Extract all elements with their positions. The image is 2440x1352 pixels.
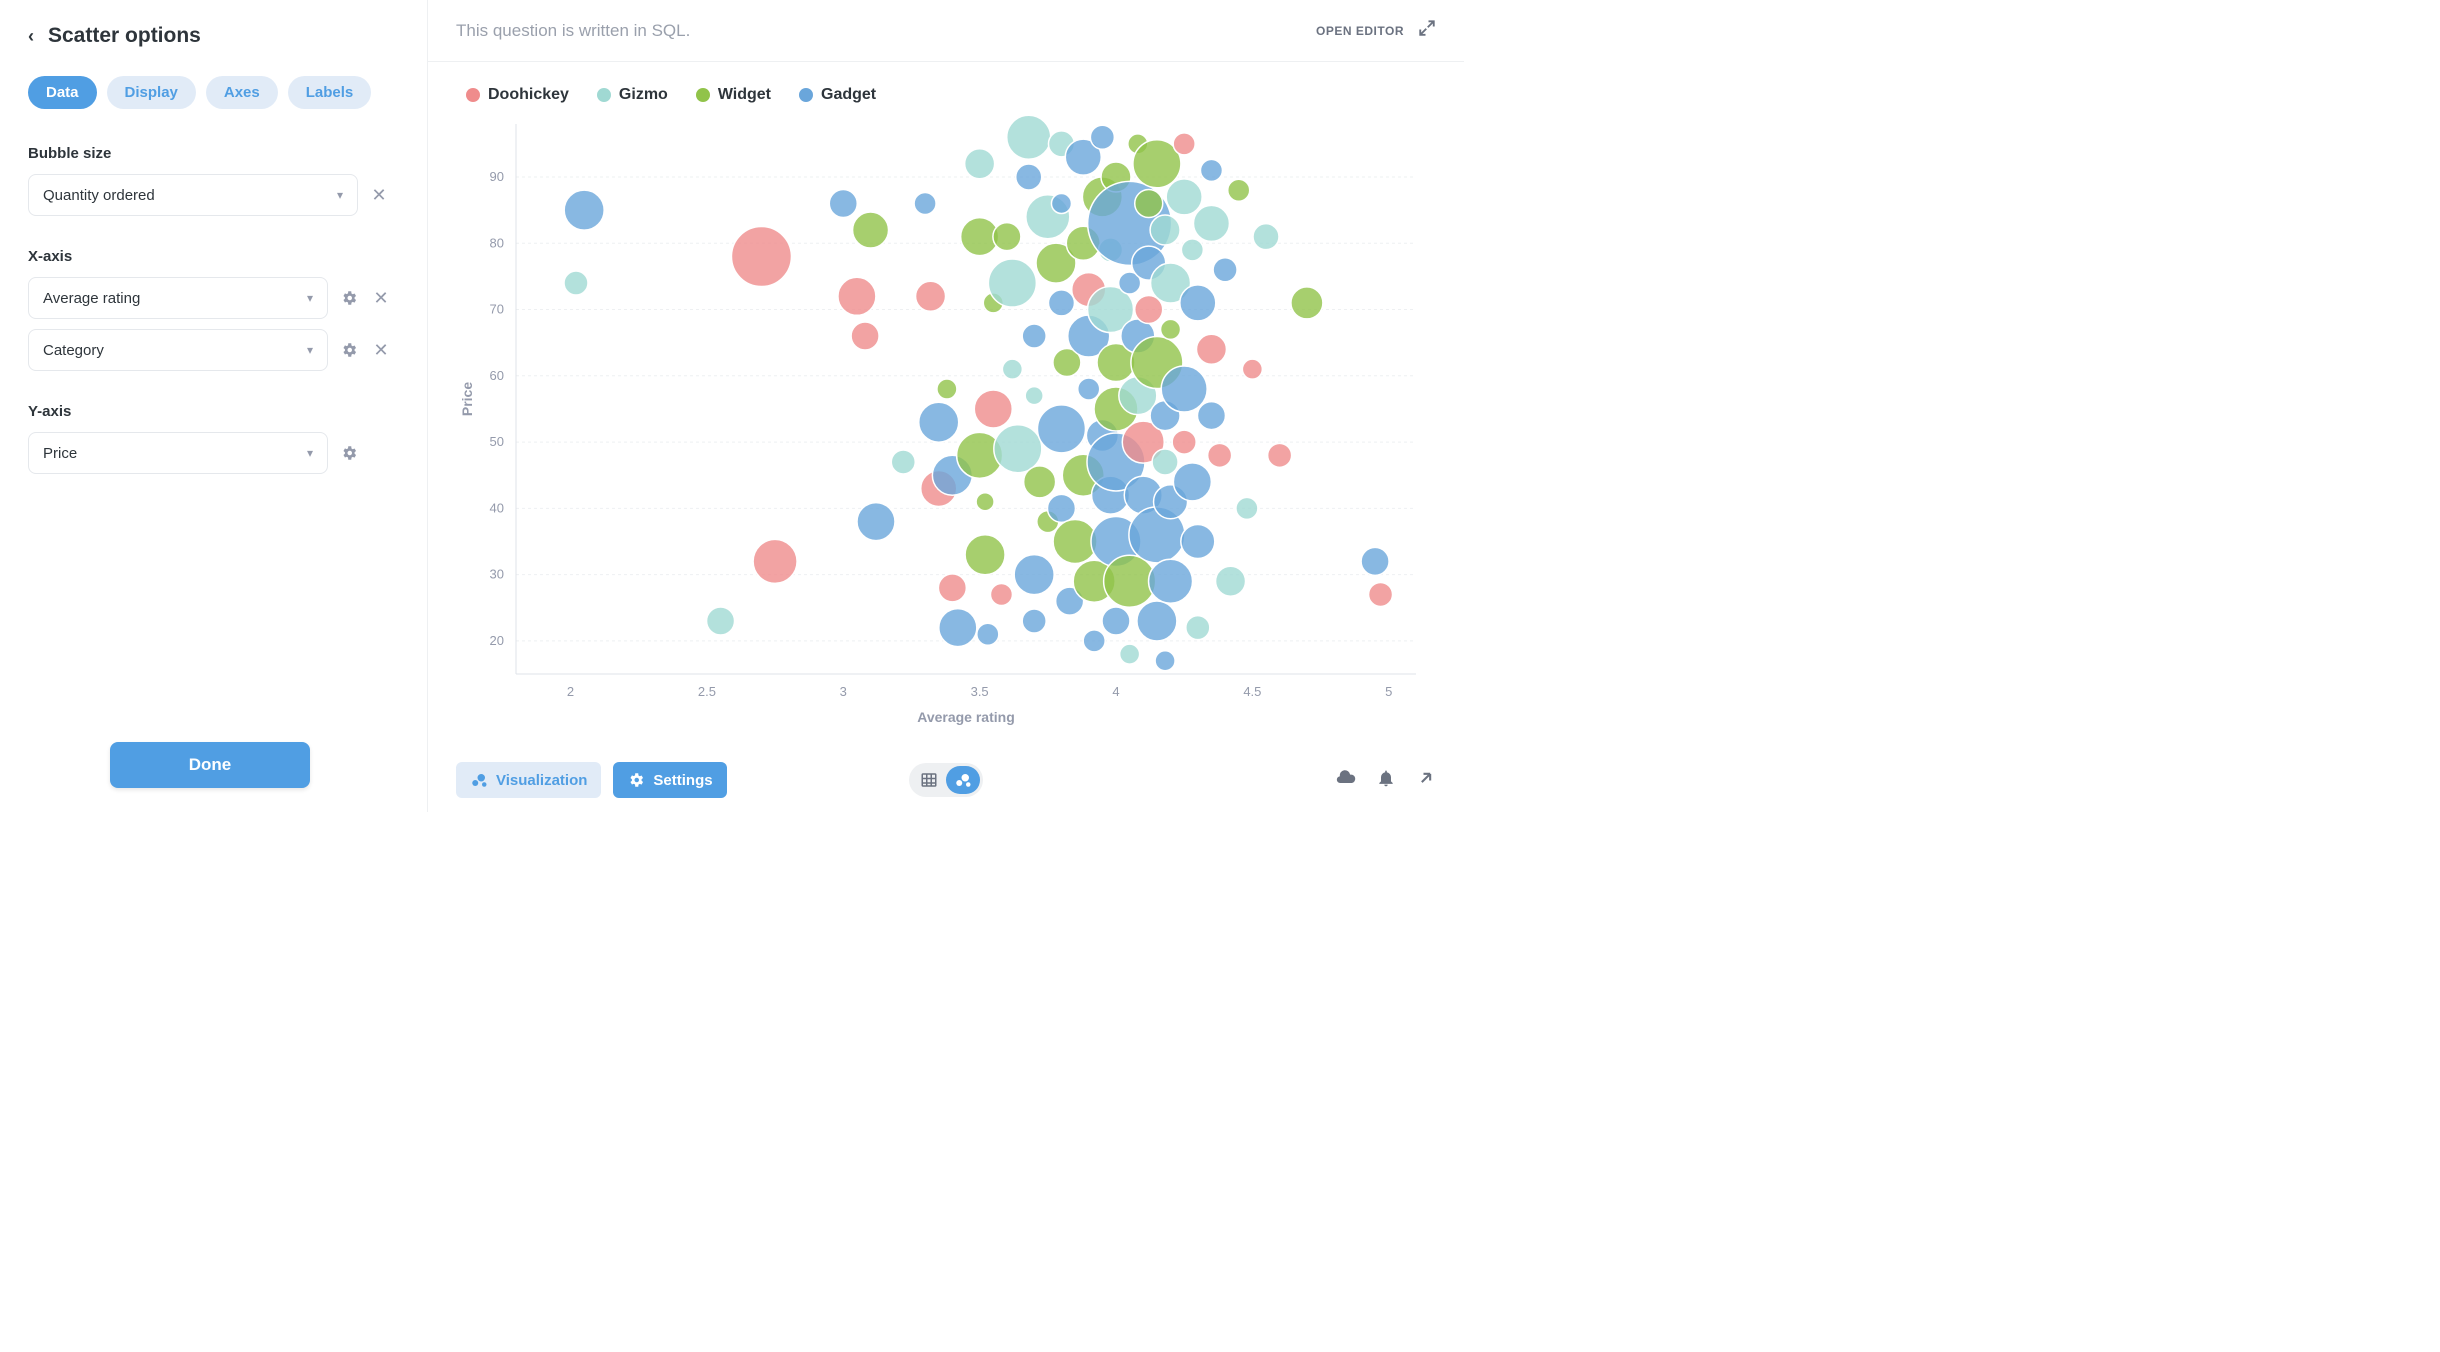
done-button[interactable]: Done bbox=[110, 742, 310, 788]
chevron-down-icon: ▾ bbox=[337, 188, 343, 202]
open-editor-link[interactable]: OPEN EDITOR bbox=[1316, 24, 1404, 38]
x-axis-label: X-axis bbox=[28, 248, 399, 265]
x-axis-value-0: Average rating bbox=[43, 290, 140, 307]
legend-swatch bbox=[597, 88, 611, 102]
chart-area: Doohickey Gizmo Widget Gadget 20 30 40 50 60 70 8… bbox=[428, 62, 1464, 748]
sidebar: ‹ Scatter options DataDisplayAxesLabels … bbox=[0, 0, 427, 812]
scatter-chart: 20 30 40 50 60 70 80 90 2 2.5 3 3.5 4 4.5 5 Average rat… bbox=[456, 114, 1436, 734]
download-icon[interactable] bbox=[1336, 768, 1356, 793]
x-axis-select-0[interactable]: Average rating ▾ bbox=[28, 277, 328, 319]
back-icon[interactable]: ‹ bbox=[28, 26, 34, 47]
legend-item[interactable]: Widget bbox=[696, 86, 771, 104]
main-header: This question is written in SQL. OPEN ED… bbox=[428, 0, 1464, 62]
legend-label: Doohickey bbox=[488, 86, 569, 104]
remove-icon[interactable]: ✕ bbox=[370, 339, 392, 361]
tab-display[interactable]: Display bbox=[107, 76, 196, 109]
sidebar-header: ‹ Scatter options bbox=[28, 24, 399, 48]
svg-text:50: 50 bbox=[490, 434, 504, 449]
tab-data[interactable]: Data bbox=[28, 76, 97, 109]
svg-text:40: 40 bbox=[490, 500, 504, 515]
sidebar-title: Scatter options bbox=[48, 24, 201, 48]
tab-labels[interactable]: Labels bbox=[288, 76, 372, 109]
gear-icon[interactable] bbox=[338, 339, 360, 361]
bubble-size-group: Bubble size Quantity ordered ▾ ✕ bbox=[28, 145, 399, 226]
legend-item[interactable]: Gizmo bbox=[597, 86, 668, 104]
svg-text:80: 80 bbox=[490, 235, 504, 250]
bubble-size-select[interactable]: Quantity ordered ▾ bbox=[28, 174, 358, 216]
main-panel: This question is written in SQL. OPEN ED… bbox=[427, 0, 1464, 812]
svg-text:3: 3 bbox=[840, 684, 847, 699]
gear-icon[interactable] bbox=[338, 442, 360, 464]
y-axis-select[interactable]: Price ▾ bbox=[28, 432, 328, 474]
chevron-down-icon: ▾ bbox=[307, 343, 313, 357]
bubble-size-label: Bubble size bbox=[28, 145, 399, 162]
svg-text:Price: Price bbox=[459, 382, 475, 416]
svg-text:Average rating: Average rating bbox=[917, 709, 1015, 725]
view-toggle bbox=[909, 763, 983, 797]
svg-text:30: 30 bbox=[490, 567, 504, 582]
chart-view-toggle[interactable] bbox=[946, 766, 980, 794]
header-right: OPEN EDITOR bbox=[1316, 19, 1436, 42]
chart-legend: Doohickey Gizmo Widget Gadget bbox=[456, 86, 1436, 104]
svg-text:5: 5 bbox=[1385, 684, 1392, 699]
svg-text:4.5: 4.5 bbox=[1243, 684, 1261, 699]
chevron-down-icon: ▾ bbox=[307, 446, 313, 460]
legend-item[interactable]: Gadget bbox=[799, 86, 876, 104]
remove-icon[interactable]: ✕ bbox=[368, 184, 390, 206]
visualization-label: Visualization bbox=[496, 772, 587, 789]
svg-text:2: 2 bbox=[567, 684, 574, 699]
legend-label: Gizmo bbox=[619, 86, 668, 104]
svg-text:60: 60 bbox=[490, 368, 504, 383]
svg-text:70: 70 bbox=[490, 302, 504, 317]
x-axis-value-1: Category bbox=[43, 342, 104, 359]
sql-note: This question is written in SQL. bbox=[456, 21, 690, 41]
x-axis-select-1[interactable]: Category ▾ bbox=[28, 329, 328, 371]
legend-swatch bbox=[696, 88, 710, 102]
y-axis-label: Y-axis bbox=[28, 403, 399, 420]
legend-label: Widget bbox=[718, 86, 771, 104]
svg-text:20: 20 bbox=[490, 633, 504, 648]
legend-item[interactable]: Doohickey bbox=[466, 86, 569, 104]
x-axis-group: X-axis Average rating ▾ ✕ Category ▾ ✕ bbox=[28, 248, 399, 381]
settings-label: Settings bbox=[653, 772, 712, 789]
bubble-size-value: Quantity ordered bbox=[43, 187, 155, 204]
footer: Visualization Settings bbox=[428, 748, 1464, 812]
table-view-toggle[interactable] bbox=[912, 766, 946, 794]
y-axis-group: Y-axis Price ▾ bbox=[28, 403, 399, 484]
option-tabs: Data Display Axes Labels bbox=[28, 76, 399, 109]
remove-icon[interactable]: ✕ bbox=[370, 287, 392, 309]
chevron-down-icon: ▾ bbox=[307, 291, 313, 305]
tab-axes[interactable]: Axes bbox=[206, 76, 278, 109]
bell-icon[interactable] bbox=[1376, 768, 1396, 793]
visualization-button[interactable]: Visualization bbox=[456, 762, 601, 798]
svg-text:4: 4 bbox=[1112, 684, 1119, 699]
footer-right bbox=[1336, 768, 1436, 793]
settings-button[interactable]: Settings bbox=[613, 762, 726, 798]
legend-label: Gadget bbox=[821, 86, 876, 104]
svg-text:3.5: 3.5 bbox=[971, 684, 989, 699]
gear-icon[interactable] bbox=[338, 287, 360, 309]
svg-text:90: 90 bbox=[490, 169, 504, 184]
legend-swatch bbox=[466, 88, 480, 102]
expand-icon[interactable] bbox=[1418, 19, 1436, 42]
legend-swatch bbox=[799, 88, 813, 102]
y-axis-value: Price bbox=[43, 445, 77, 462]
svg-text:2.5: 2.5 bbox=[698, 684, 716, 699]
share-icon[interactable] bbox=[1416, 768, 1436, 793]
